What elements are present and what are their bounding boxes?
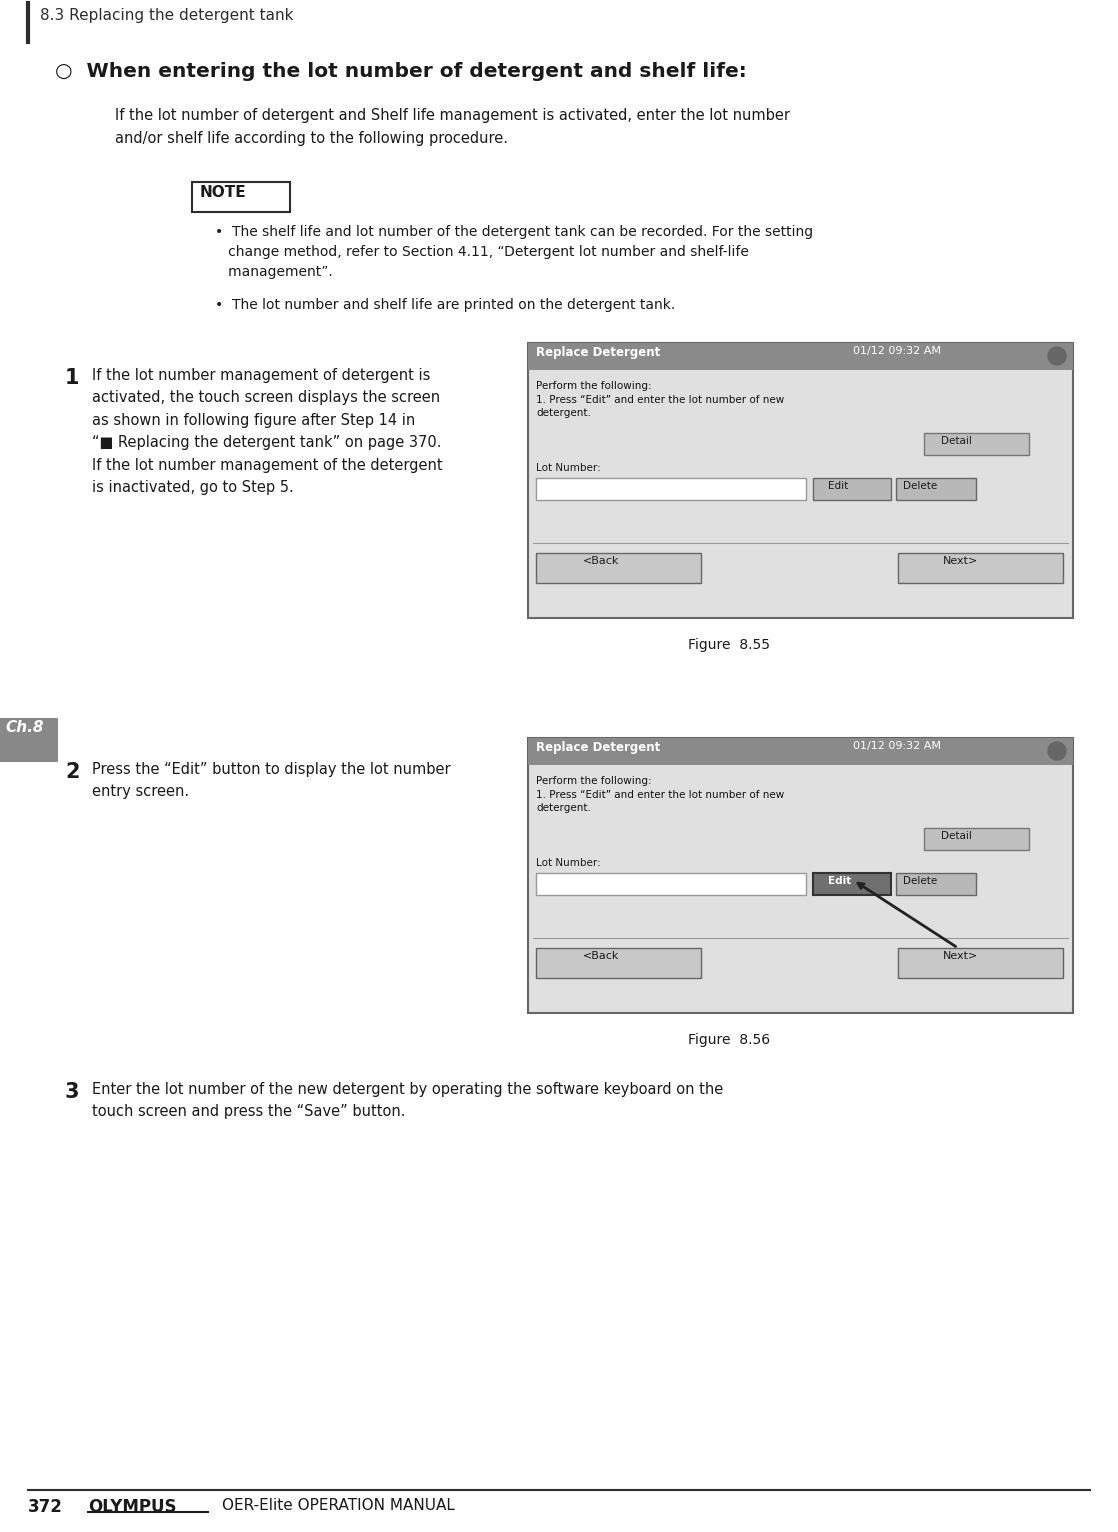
Text: If the lot number management of detergent is
activated, the touch screen display: If the lot number management of detergen… bbox=[92, 368, 443, 495]
Text: •  The shelf life and lot number of the detergent tank can be recorded. For the : • The shelf life and lot number of the d… bbox=[215, 225, 813, 279]
Text: Edit: Edit bbox=[828, 481, 849, 490]
Bar bbox=[898, 948, 1063, 977]
Text: Perform the following:
1. Press “Edit” and enter the lot number of new
detergent: Perform the following: 1. Press “Edit” a… bbox=[536, 777, 784, 813]
Text: Edit: Edit bbox=[828, 876, 851, 885]
Bar bbox=[528, 343, 1073, 371]
Text: <Back: <Back bbox=[582, 556, 619, 565]
Text: 01/12 09:32 AM: 01/12 09:32 AM bbox=[853, 346, 941, 355]
Text: Ch.8: Ch.8 bbox=[4, 720, 44, 735]
Bar bbox=[813, 478, 891, 499]
Text: Figure  8.56: Figure 8.56 bbox=[688, 1033, 770, 1046]
Bar bbox=[923, 827, 1029, 850]
Text: Figure  8.55: Figure 8.55 bbox=[688, 637, 770, 653]
Bar bbox=[192, 182, 290, 211]
Text: Replace Detergent: Replace Detergent bbox=[536, 741, 661, 754]
Bar bbox=[896, 873, 976, 895]
Text: 01/12 09:32 AM: 01/12 09:32 AM bbox=[853, 741, 941, 751]
Text: i: i bbox=[1054, 349, 1058, 360]
Text: Lot Number:: Lot Number: bbox=[536, 463, 600, 473]
Text: Replace Detergent: Replace Detergent bbox=[536, 346, 661, 358]
Bar bbox=[813, 873, 891, 895]
Text: OLYMPUS: OLYMPUS bbox=[88, 1498, 177, 1517]
Text: ○  When entering the lot number of detergent and shelf life:: ○ When entering the lot number of deterg… bbox=[55, 61, 747, 81]
Bar bbox=[898, 553, 1063, 584]
Circle shape bbox=[1048, 741, 1065, 760]
Bar bbox=[0, 719, 58, 761]
Bar bbox=[536, 478, 806, 499]
Text: NOTE: NOTE bbox=[200, 185, 247, 201]
Bar bbox=[528, 738, 1073, 764]
Bar bbox=[923, 434, 1029, 455]
Bar bbox=[896, 478, 976, 499]
Text: i: i bbox=[1054, 745, 1058, 755]
Text: •  The lot number and shelf life are printed on the detergent tank.: • The lot number and shelf life are prin… bbox=[215, 299, 675, 313]
Text: 3: 3 bbox=[65, 1082, 79, 1102]
Text: 2: 2 bbox=[65, 761, 79, 781]
Text: <Back: <Back bbox=[582, 951, 619, 961]
Text: If the lot number of detergent and Shelf life management is activated, enter the: If the lot number of detergent and Shelf… bbox=[115, 107, 790, 146]
Circle shape bbox=[1048, 348, 1065, 365]
Text: Next>: Next> bbox=[942, 951, 978, 961]
Text: Perform the following:
1. Press “Edit” and enter the lot number of new
detergent: Perform the following: 1. Press “Edit” a… bbox=[536, 381, 784, 418]
Text: 1: 1 bbox=[65, 368, 79, 388]
Text: Enter the lot number of the new detergent by operating the software keyboard on : Enter the lot number of the new detergen… bbox=[92, 1082, 723, 1120]
Text: Lot Number:: Lot Number: bbox=[536, 858, 600, 869]
Text: Next>: Next> bbox=[942, 556, 978, 565]
Text: Delete: Delete bbox=[903, 876, 937, 885]
Bar bbox=[528, 343, 1073, 617]
Text: Delete: Delete bbox=[903, 481, 937, 490]
Text: Detail: Detail bbox=[941, 437, 972, 446]
Text: Press the “Edit” button to display the lot number
entry screen.: Press the “Edit” button to display the l… bbox=[92, 761, 451, 800]
Bar bbox=[528, 738, 1073, 1013]
Bar bbox=[536, 553, 701, 584]
Bar bbox=[536, 873, 806, 895]
Text: OER-Elite OPERATION MANUAL: OER-Elite OPERATION MANUAL bbox=[222, 1498, 455, 1514]
Text: 372: 372 bbox=[28, 1498, 63, 1517]
Text: 8.3 Replacing the detergent tank: 8.3 Replacing the detergent tank bbox=[40, 8, 294, 23]
Text: Detail: Detail bbox=[941, 830, 972, 841]
Bar bbox=[536, 948, 701, 977]
